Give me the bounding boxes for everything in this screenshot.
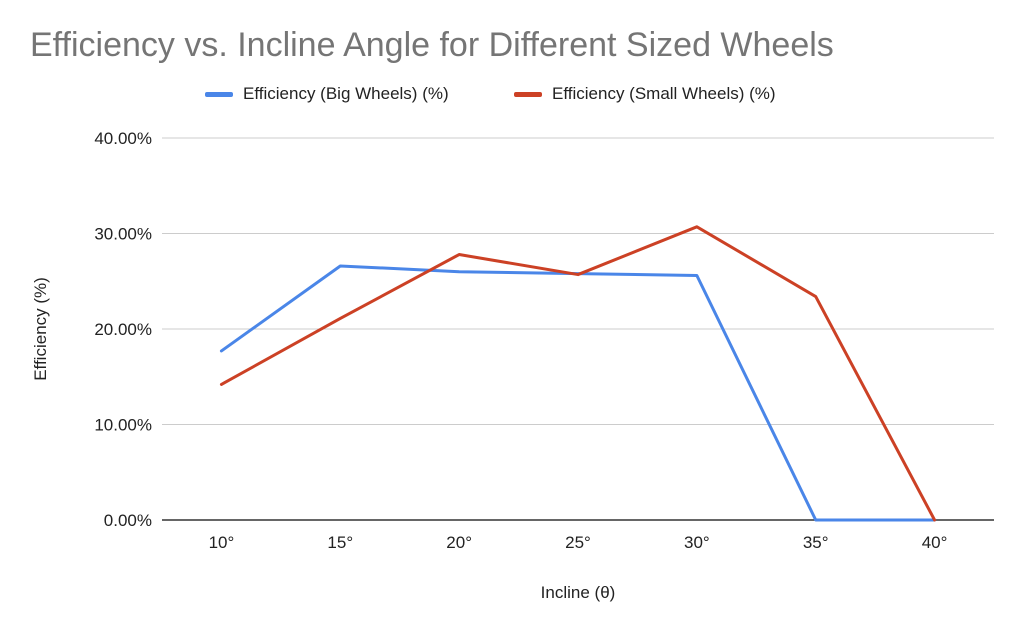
y-axis-title: Efficiency (%) — [31, 277, 50, 381]
x-tick-label: 15° — [327, 533, 353, 552]
x-tick-label: 30° — [684, 533, 710, 552]
series-line-small-wheels — [219, 225, 937, 522]
legend-label-big-wheels: Efficiency (Big Wheels) (%) — [243, 84, 449, 103]
y-tick-label: 20.00% — [94, 320, 152, 339]
x-tick-label: 35° — [803, 533, 829, 552]
legend: Efficiency (Big Wheels) (%) Efficiency (… — [0, 84, 1024, 108]
y-tick-label: 30.00% — [94, 225, 152, 244]
series-line-big-wheels — [219, 264, 937, 522]
x-tick-label: 20° — [446, 533, 472, 552]
x-tick-label: 25° — [565, 533, 591, 552]
legend-item-big-wheels: Efficiency (Big Wheels) (%) — [205, 84, 449, 104]
legend-swatch-small-wheels — [514, 91, 542, 97]
x-tick-label: 40° — [922, 533, 948, 552]
x-tick-label: 10° — [209, 533, 235, 552]
legend-label-small-wheels: Efficiency (Small Wheels) (%) — [552, 84, 776, 103]
legend-item-small-wheels: Efficiency (Small Wheels) (%) — [514, 84, 776, 104]
chart-title: Efficiency vs. Incline Angle for Differe… — [30, 26, 834, 64]
y-tick-label: 0.00% — [104, 511, 152, 530]
y-tick-label: 40.00% — [94, 129, 152, 148]
legend-swatch-big-wheels — [205, 91, 233, 97]
y-tick-label: 10.00% — [94, 416, 152, 435]
x-axis-title: Incline (θ) — [541, 583, 616, 602]
